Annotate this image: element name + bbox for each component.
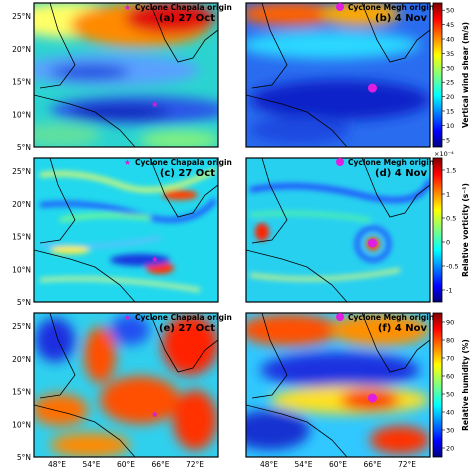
star-marker-icon: ★ [124, 158, 131, 167]
panel-b-tag: (b) 4 Nov [375, 13, 427, 24]
lat-tick-label: 20°N [12, 200, 31, 209]
panel-d-tag: (d) 4 Nov [375, 168, 427, 179]
chapala-origin-star-icon: ★ [151, 100, 159, 110]
panel-a: Cyclone Chapala origin ★ (a) 27 Oct [33, 2, 232, 148]
colorbar-vorticity: -1 -0.5 0 0.5 1 1.5 ×10⁻⁴ Relative vorticity … [432, 150, 470, 303]
colorbar-tick-label: 40 [446, 36, 454, 44]
lat-tick-label: 10°N [12, 110, 31, 119]
colorbar-tick-label: 20 [446, 445, 454, 453]
circle-marker-icon [336, 3, 344, 11]
colorbar-tick-label: 80 [446, 337, 454, 345]
colorbar-tick-label: 30 [446, 64, 454, 72]
circle-marker-icon [336, 313, 344, 321]
panel-f-field [246, 313, 430, 457]
panel-c-field [34, 158, 218, 302]
colorbar-tick-label: 1 [446, 191, 450, 199]
colorbar-vorticity-exponent: ×10⁻⁴ [434, 150, 454, 158]
colorbar-tick-label: 30 [446, 427, 454, 435]
panel-d-legend-label: Cyclone Megh origin [348, 158, 434, 167]
panel-f-tag: (f) 4 Nov [378, 323, 428, 334]
lat-tick-label: 15°N [12, 78, 31, 87]
panel-c-legend-label: Cyclone Chapala origin [135, 158, 232, 167]
colorbar-vorticity-label: Relative vorticity (s⁻¹) [461, 183, 470, 277]
lon-tick-label: 48°E [48, 460, 66, 467]
lat-tick-label: 10°N [12, 420, 31, 429]
panel-f: Cyclone Megh origin (f) 4 Nov [245, 312, 434, 458]
panel-b-legend-label: Cyclone Megh origin [348, 3, 434, 12]
axis-ticks: 25°N 20°N 15°N 10°N 5°N 25°N 20°N 15°N 10°N 5°N 25… [12, 12, 416, 467]
star-marker-icon: ★ [124, 3, 131, 12]
lon-tick-label: 66°E [363, 460, 381, 467]
colorbar-tick-label: 90 [446, 319, 454, 327]
origin-markers: ★ ★ ★ [151, 83, 377, 420]
colorbar-tick-label: 50 [446, 7, 454, 15]
panel-a-legend-label: Cyclone Chapala origin [135, 3, 232, 12]
lon-tick-label: 72°E [398, 460, 416, 467]
colorbar-tick-label: 45 [446, 21, 454, 29]
lat-tick-label: 15°N [12, 388, 31, 397]
lat-tick-label: 5°N [17, 453, 31, 462]
colorbar-shear: 5 10 15 20 25 30 35 40 45 50 Vertical wind shear … [432, 2, 470, 148]
panel-e-tag: (e) 27 Oct [159, 323, 215, 334]
colorbar-tick-label: 20 [446, 93, 454, 101]
lat-tick-label: 5°N [17, 298, 31, 307]
colorbar-tick-label: 40 [446, 409, 454, 417]
lat-tick-label: 20°N [12, 355, 31, 364]
panel-d: Cyclone Megh origin (d) 4 Nov [245, 157, 434, 303]
panel-a-tag: (a) 27 Oct [159, 13, 215, 24]
colorbar-humidity: 20 30 40 50 60 70 80 90 Relative humidity (%) [432, 312, 470, 458]
lat-tick-label: 25°N [12, 167, 31, 176]
colorbar-tick-label: 50 [446, 391, 454, 399]
panel-e: Cyclone Chapala origin ★ (e) 27 Oct [33, 312, 232, 458]
lat-tick-label: 25°N [12, 12, 31, 21]
panel-b-field [246, 3, 430, 147]
panel-b: Cyclone Megh origin (b) 4 Nov [245, 2, 434, 148]
colorbar-shear-label: Vertical wind shear (m/s) [461, 22, 470, 128]
lat-tick-label: 25°N [12, 322, 31, 331]
lat-tick-label: 15°N [12, 233, 31, 242]
lon-tick-label: 54°E [82, 460, 100, 467]
colorbar-tick-label: 0 [446, 239, 450, 247]
lon-tick-label: 66°E [151, 460, 169, 467]
circle-marker-icon [336, 158, 344, 166]
panel-c: Cyclone Chapala origin ★ (c) 27 Oct [33, 157, 232, 303]
megh-origin-circle-icon [368, 393, 377, 403]
lon-tick-label: 72°E [186, 460, 204, 467]
megh-origin-circle-icon [368, 83, 377, 93]
colorbar-tick-label: 1.5 [446, 167, 456, 175]
colorbar-tick-label: 0.5 [446, 215, 456, 223]
lon-tick-label: 60°E [329, 460, 347, 467]
panel-a-field [34, 3, 218, 147]
panel-d-field [246, 158, 430, 302]
colorbar-tick-label: 60 [446, 373, 454, 381]
panel-e-legend-label: Cyclone Chapala origin [135, 313, 232, 322]
colorbar-tick-label: 10 [446, 122, 454, 130]
lon-tick-label: 60°E [117, 460, 135, 467]
colorbar-tick-label: 35 [446, 50, 454, 58]
colorbar-tick-label: 70 [446, 355, 454, 363]
colorbar-tick-label: 5 [446, 136, 450, 144]
colorbar-tick-label: -1 [446, 287, 452, 295]
chapala-origin-star-icon: ★ [151, 255, 159, 265]
colorbar-humidity-label: Relative humidity (%) [461, 339, 470, 431]
star-marker-icon: ★ [124, 313, 131, 322]
colorbar-tick-label: 15 [446, 108, 454, 116]
colorbar-tick-label: -0.5 [446, 263, 459, 271]
lon-tick-label: 48°E [260, 460, 278, 467]
lat-tick-label: 10°N [12, 265, 31, 274]
colorbar-tick-label: 25 [446, 79, 454, 87]
panel-c-tag: (c) 27 Oct [160, 168, 215, 179]
lat-tick-label: 20°N [12, 45, 31, 54]
lon-tick-label: 54°E [294, 460, 312, 467]
lat-tick-label: 5°N [17, 143, 31, 152]
chapala-origin-star-icon: ★ [151, 410, 159, 420]
panel-e-field [34, 313, 218, 457]
panel-f-legend-label: Cyclone Megh origin [348, 313, 434, 322]
megh-origin-circle-icon [368, 238, 377, 248]
